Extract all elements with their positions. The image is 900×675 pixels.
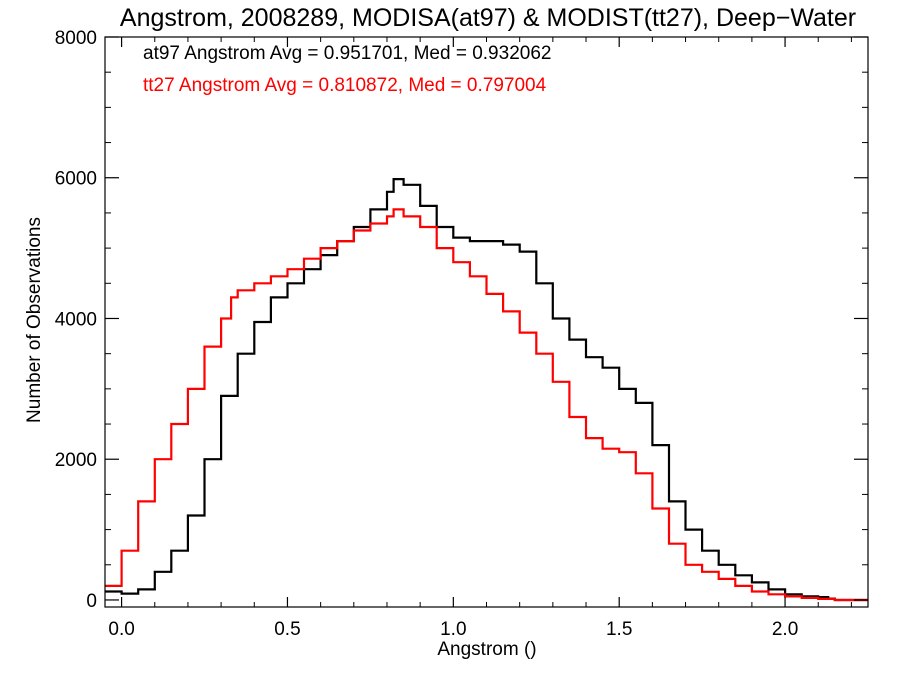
x-tick-label: 0.5 xyxy=(274,619,300,640)
y-tick-label: 2000 xyxy=(55,450,97,471)
y-tick-label: 8000 xyxy=(55,28,97,49)
x-tick-label: 2.0 xyxy=(772,619,798,640)
series-line-at97 xyxy=(105,178,868,602)
plot-frame xyxy=(104,36,869,608)
x-axis-label: Angstrom () xyxy=(437,639,536,660)
chart-title: Angstrom, 2008289, MODISA(at97) & MODIST… xyxy=(120,4,856,32)
tt27-stats-label: tt27 Angstrom Avg = 0.810872, Med = 0.79… xyxy=(143,75,547,96)
y-axis: 0 2000 4000 6000 8000 xyxy=(55,28,868,612)
x-tick-label: 1.5 xyxy=(606,619,632,640)
x-axis: 0.0 0.5 1.0 1.5 2.0 xyxy=(108,37,852,640)
plot-series xyxy=(105,178,868,602)
y-tick-label: 0 xyxy=(86,591,97,612)
x-tick-label: 1.0 xyxy=(440,619,466,640)
y-tick-label: 4000 xyxy=(55,309,97,330)
y-axis-label: Number of Observations xyxy=(24,217,45,423)
x-tick-label: 0.0 xyxy=(108,619,134,640)
at97-stats-label: at97 Angstrom Avg = 0.951701, Med = 0.93… xyxy=(143,43,551,64)
series-line-tt27 xyxy=(105,208,868,602)
y-tick-label: 6000 xyxy=(55,169,97,190)
